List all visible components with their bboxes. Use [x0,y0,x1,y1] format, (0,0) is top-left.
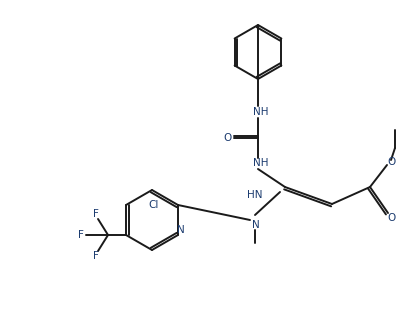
Text: NH: NH [253,107,268,117]
Text: N: N [177,225,184,235]
Text: O: O [387,157,395,167]
Text: HN: HN [247,190,262,200]
Text: O: O [223,133,231,143]
Text: N: N [252,220,259,230]
Text: NH: NH [253,158,268,168]
Text: F: F [93,251,99,261]
Text: O: O [387,213,395,223]
Text: F: F [78,230,84,240]
Text: Cl: Cl [148,200,159,210]
Text: F: F [93,209,99,219]
